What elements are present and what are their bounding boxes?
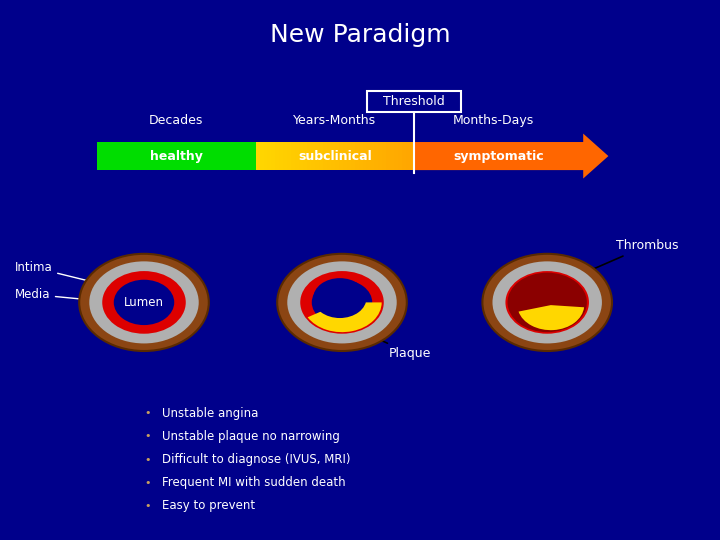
Bar — [402, 142, 407, 170]
Wedge shape — [307, 302, 382, 332]
Text: •: • — [144, 408, 151, 418]
Circle shape — [482, 254, 612, 351]
Bar — [386, 142, 391, 170]
Text: Plaque: Plaque — [364, 332, 431, 360]
Bar — [279, 142, 284, 170]
Circle shape — [114, 280, 174, 325]
Bar — [351, 142, 356, 170]
Bar — [264, 142, 268, 170]
Circle shape — [313, 278, 366, 318]
Text: •: • — [144, 501, 151, 511]
Bar — [366, 142, 372, 170]
Bar — [398, 142, 402, 170]
Text: Lumen: Lumen — [124, 296, 164, 309]
Bar — [291, 142, 296, 170]
Bar — [335, 142, 340, 170]
Text: Difficult to diagnose (IVUS, MRI): Difficult to diagnose (IVUS, MRI) — [162, 453, 351, 466]
Bar — [359, 142, 363, 170]
Circle shape — [492, 261, 602, 343]
Text: Unstable plaque no narrowing: Unstable plaque no narrowing — [162, 430, 340, 443]
Circle shape — [287, 261, 397, 343]
Bar — [295, 142, 300, 170]
Bar — [260, 142, 264, 170]
Text: •: • — [144, 431, 151, 441]
Bar — [370, 142, 375, 170]
Bar — [339, 142, 343, 170]
Bar — [300, 142, 304, 170]
Circle shape — [300, 271, 384, 334]
Circle shape — [508, 273, 587, 332]
Bar — [406, 142, 410, 170]
Bar — [271, 142, 276, 170]
Bar — [268, 142, 272, 170]
Text: •: • — [144, 478, 151, 488]
Text: symptomatic: symptomatic — [454, 150, 544, 163]
Text: •: • — [144, 455, 151, 464]
Bar — [303, 142, 308, 170]
Text: Threshold: Threshold — [383, 95, 445, 108]
Wedge shape — [518, 305, 584, 330]
Text: New Paradigm: New Paradigm — [270, 23, 450, 47]
Bar — [343, 142, 347, 170]
FancyBboxPatch shape — [367, 91, 461, 112]
Bar — [330, 142, 336, 170]
Bar — [362, 142, 367, 170]
Bar — [284, 142, 288, 170]
Text: Media: Media — [14, 288, 95, 302]
Bar — [311, 142, 316, 170]
Circle shape — [505, 271, 589, 334]
Bar — [256, 142, 261, 170]
Bar — [382, 142, 387, 170]
Bar — [390, 142, 395, 170]
Bar — [97, 142, 256, 170]
Text: Easy to prevent: Easy to prevent — [162, 500, 255, 512]
Bar — [307, 142, 312, 170]
Text: Thrombus: Thrombus — [577, 239, 678, 276]
Text: subclinical: subclinical — [298, 150, 372, 163]
Bar — [379, 142, 383, 170]
Circle shape — [89, 261, 199, 343]
Bar — [287, 142, 292, 170]
Bar — [347, 142, 351, 170]
FancyArrow shape — [414, 133, 608, 179]
Circle shape — [79, 254, 209, 351]
Bar — [374, 142, 379, 170]
Text: Years-Months: Years-Months — [293, 114, 377, 127]
Bar — [395, 142, 399, 170]
Text: Decades: Decades — [149, 114, 204, 127]
Text: Months-Days: Months-Days — [453, 114, 534, 127]
Bar — [354, 142, 359, 170]
Circle shape — [102, 271, 186, 334]
Circle shape — [277, 254, 407, 351]
Text: Unstable angina: Unstable angina — [162, 407, 258, 420]
Bar — [410, 142, 415, 170]
Text: Intima: Intima — [14, 261, 106, 286]
Bar — [275, 142, 280, 170]
Text: Frequent MI with sudden death: Frequent MI with sudden death — [162, 476, 346, 489]
Text: healthy: healthy — [150, 150, 203, 163]
Bar — [327, 142, 331, 170]
Bar — [323, 142, 328, 170]
Bar — [315, 142, 320, 170]
Circle shape — [312, 280, 372, 325]
Bar — [319, 142, 324, 170]
